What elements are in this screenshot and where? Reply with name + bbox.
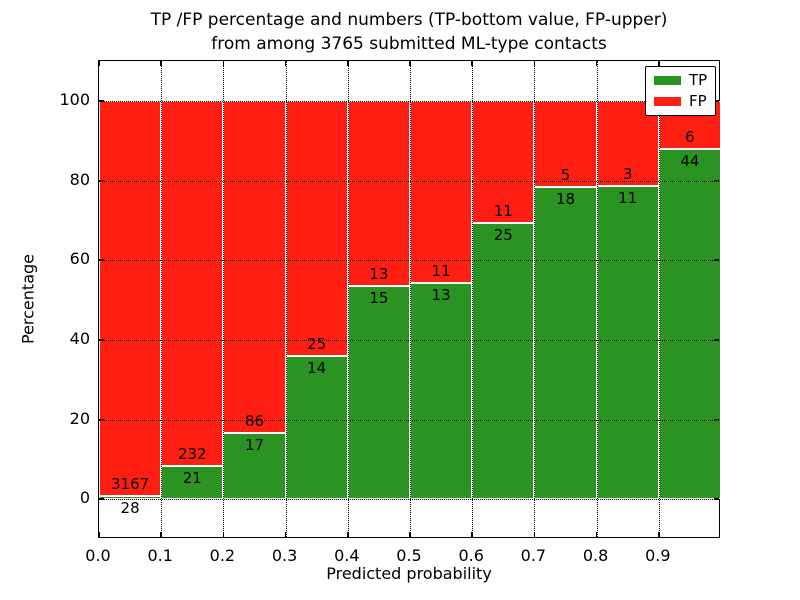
bar-segment-fp (472, 100, 535, 223)
x-tick-label: 0.0 (85, 546, 111, 565)
y-tick-label: 80 (69, 169, 90, 189)
bar-segment-fp (534, 100, 597, 188)
h-gridline (99, 419, 719, 421)
v-gridline (472, 61, 474, 537)
x-tick-mark (347, 61, 349, 66)
chart-title-line1: TP /FP percentage and numbers (TP-bottom… (150, 10, 668, 30)
x-tick-mark (595, 532, 598, 537)
bar-segment-tp (472, 222, 535, 500)
legend-label-fp: FP (689, 92, 707, 110)
y-tick-mark (99, 498, 104, 500)
legend-item-tp: TP (654, 73, 707, 88)
h-gridline (99, 339, 719, 341)
y-tick-mark (714, 259, 719, 261)
x-tick-label: 0.6 (458, 546, 484, 565)
y-tick-mark (99, 339, 104, 341)
bar-segment-tp (347, 285, 410, 500)
h-gridline (99, 180, 719, 182)
bar-segment-fp (410, 100, 473, 284)
y-tick-label: 60 (69, 249, 90, 269)
x-tick-mark (222, 532, 225, 537)
y-tick-mark (714, 418, 719, 421)
x-tick-mark (98, 61, 100, 66)
legend-swatch-tp-icon (654, 76, 681, 85)
tp-count-label: 28 (120, 498, 140, 517)
x-tick-mark (98, 532, 100, 537)
v-gridline (534, 61, 536, 537)
x-tick-label: 0.8 (582, 546, 609, 565)
x-tick-mark (658, 532, 660, 537)
h-gridline (99, 260, 719, 262)
x-tick-label: 0.4 (334, 546, 360, 565)
x-tick-mark (409, 61, 411, 66)
x-tick-mark (347, 532, 349, 537)
y-tick-label: 0 (79, 488, 90, 508)
bar-segment-tp (596, 186, 659, 500)
legend: TP FP (645, 66, 717, 116)
x-tick-mark (160, 61, 162, 66)
plot-area: 3167 28 232 21 86 17 25 14 13 15 11 13 11 25 5 18 3 11 6 44 (98, 60, 721, 538)
y-tick-label: 100 (59, 89, 90, 109)
x-tick-mark (533, 532, 536, 537)
v-gridline (285, 61, 287, 537)
chart-title-line2: from among 3765 submitted ML-type contac… (211, 34, 607, 54)
y-tick-mark (99, 100, 104, 102)
y-tick-label: 20 (69, 408, 90, 428)
x-tick-mark (160, 532, 162, 537)
y-tick-mark (714, 100, 719, 102)
legend-item-fp: FP (654, 94, 707, 109)
v-gridline (161, 61, 163, 537)
x-tick-label: 0.7 (520, 546, 547, 565)
x-tick-label: 0.1 (147, 546, 173, 565)
y-tick-label: 40 (69, 328, 90, 348)
x-tick-label: 0.9 (645, 546, 671, 565)
legend-swatch-fp-icon (654, 97, 681, 106)
x-tick-label: 0.3 (271, 546, 298, 565)
y-tick-mark (714, 339, 719, 341)
bar-segment-tp (223, 433, 286, 500)
v-gridline (347, 61, 349, 537)
bar-segment-tp (161, 466, 224, 500)
x-tick-mark (409, 532, 411, 537)
bar-segment-fp (285, 100, 348, 357)
bar-segment-tp (410, 283, 473, 500)
bar-segment-tp (285, 356, 348, 500)
y-tick-mark (714, 179, 719, 182)
y-tick-mark (99, 179, 104, 182)
v-gridline (223, 61, 225, 537)
x-axis-title: Predicted probability (326, 564, 492, 583)
v-gridline (410, 61, 411, 537)
y-tick-mark (99, 418, 104, 421)
bar-segment-fp (99, 100, 162, 496)
bar-segment-fp (161, 100, 224, 467)
v-gridline (596, 61, 598, 537)
x-tick-mark (471, 532, 473, 537)
chart-title: TP /FP percentage and numbers (TP-bottom… (98, 8, 720, 56)
x-tick-mark (284, 61, 287, 66)
x-tick-mark (533, 61, 536, 66)
x-tick-mark (595, 61, 598, 66)
legend-label-tp: TP (689, 71, 708, 89)
bar-segment-tp (99, 495, 162, 500)
y-tick-mark (99, 259, 104, 261)
h-gridline (99, 100, 719, 102)
y-tick-mark (714, 498, 719, 500)
x-tick-label: 0.5 (396, 546, 422, 565)
x-tick-mark (284, 532, 287, 537)
x-tick-label: 0.2 (209, 546, 236, 565)
bar-segment-tp (658, 148, 721, 500)
h-gridline (99, 499, 719, 501)
bar-segment-fp (223, 100, 286, 434)
x-tick-mark (658, 61, 660, 66)
x-tick-mark (471, 61, 473, 66)
v-gridline (658, 61, 660, 537)
x-tick-mark (222, 61, 225, 66)
bar-segment-tp (534, 187, 597, 500)
bar-segment-fp (347, 100, 410, 286)
